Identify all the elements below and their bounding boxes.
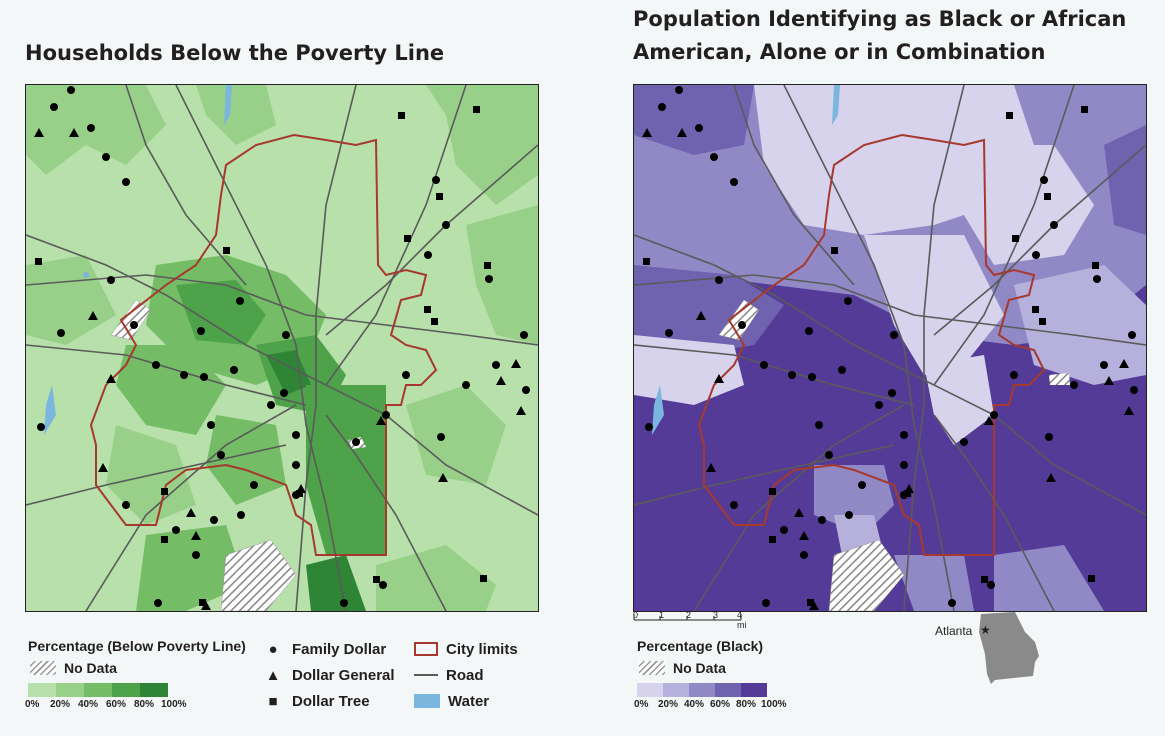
dollar-general-key: ▲ Dollar General <box>266 662 395 688</box>
black-tick-60: 60% <box>710 699 731 710</box>
dollar-tree-label: Dollar Tree <box>292 692 370 710</box>
poverty-swatch-3 <box>84 683 112 697</box>
poverty-legend-heading: Percentage (Below Poverty Line) <box>28 638 246 654</box>
black-swatch-3 <box>689 683 715 697</box>
water-key: Water <box>414 688 518 714</box>
black-population-map[interactable] <box>633 84 1147 612</box>
black-population-no-data-key: No Data <box>639 660 837 676</box>
poverty-map[interactable] <box>25 84 539 612</box>
black-swatch-4 <box>715 683 741 697</box>
black-population-ramp-ticks: 0% 20% 40% 60% 80% 100% <box>634 699 837 711</box>
poverty-no-data-label: No Data <box>64 660 117 676</box>
poverty-legend: Percentage (Below Poverty Line) No Data … <box>25 638 268 711</box>
poverty-store-symbols <box>34 86 530 610</box>
black-swatch-2 <box>663 683 689 697</box>
black-tick-100: 100% <box>761 699 787 710</box>
poverty-tick-100: 100% <box>161 699 187 710</box>
atlanta-label: Atlanta <box>935 624 973 638</box>
georgia-locator: Atlanta ★ <box>935 612 1045 692</box>
poverty-tick-40: 40% <box>78 699 99 710</box>
poverty-water <box>44 85 232 435</box>
black-population-legend: Percentage (Black) No Data 0% 20% 40% 60… <box>634 638 837 711</box>
circle-icon: ● <box>268 640 278 658</box>
poverty-swatch-4 <box>112 683 140 697</box>
black-population-city-limits <box>697 133 1046 556</box>
poverty-color-ramp <box>28 683 268 697</box>
store-symbol-legend: ● Family Dollar ▲ Dollar General ■ Dolla… <box>266 636 395 714</box>
black-population-map-canvas <box>634 85 1146 611</box>
black-population-roads <box>634 85 1146 611</box>
poverty-swatch-2 <box>56 683 84 697</box>
poverty-choropleth <box>26 85 538 611</box>
black-swatch-1 <box>637 683 663 697</box>
black-swatch-5 <box>741 683 767 697</box>
poverty-swatch-5 <box>140 683 168 697</box>
poverty-tick-60: 60% <box>106 699 127 710</box>
scale-label-0: 0 <box>633 610 639 620</box>
poverty-roads <box>26 85 538 611</box>
black-population-color-ramp <box>637 683 837 697</box>
road-key: Road <box>414 662 518 688</box>
poverty-no-data-key: No Data <box>30 660 268 676</box>
poverty-map-canvas <box>26 85 538 611</box>
black-population-no-data-areas <box>718 299 1070 611</box>
road-label: Road <box>446 666 484 684</box>
poverty-ramp-ticks: 0% 20% 40% 60% 80% 100% <box>25 699 268 711</box>
left-map-title: Households Below the Poverty Line <box>25 41 445 65</box>
city-limits-label: City limits <box>446 640 518 658</box>
poverty-tick-20: 20% <box>50 699 71 710</box>
road-line-icon <box>414 674 438 676</box>
water-swatch-icon <box>414 694 440 708</box>
dollar-general-label: Dollar General <box>292 666 395 684</box>
scale-label-3: 3 <box>713 610 719 620</box>
black-population-choropleth <box>634 85 1146 611</box>
scale-bar-line <box>633 614 742 621</box>
scale-bar: 0 1 2 3 4 mi <box>633 610 753 630</box>
scale-label-2: 2 <box>686 610 692 620</box>
black-population-legend-heading: Percentage (Black) <box>637 638 764 654</box>
city-limits-key: City limits <box>414 636 518 662</box>
hatch-swatch-icon <box>639 661 665 675</box>
black-tick-0: 0% <box>634 699 649 710</box>
georgia-state-shape <box>979 612 1039 684</box>
scale-label-4: 4 mi <box>737 610 747 630</box>
family-dollar-key: ● Family Dollar <box>266 636 395 662</box>
right-map-title-line2: American, Alone or in Combination <box>633 40 1046 64</box>
right-map-title: Population Identifying as Black or Afric… <box>633 3 1126 69</box>
black-population-store-symbols <box>642 86 1138 610</box>
poverty-city-limits <box>89 133 438 556</box>
black-tick-80: 80% <box>736 699 757 710</box>
hatch-swatch-icon <box>30 661 56 675</box>
black-tick-40: 40% <box>684 699 705 710</box>
black-tick-20: 20% <box>658 699 679 710</box>
triangle-icon: ▲ <box>265 666 281 684</box>
dollar-tree-key: ■ Dollar Tree <box>266 688 395 714</box>
black-population-water <box>652 85 840 435</box>
poverty-tick-80: 80% <box>134 699 155 710</box>
right-map-title-line1: Population Identifying as Black or Afric… <box>633 7 1127 31</box>
atlanta-star-icon: ★ <box>980 623 991 637</box>
scale-label-1: 1 <box>659 610 665 620</box>
family-dollar-label: Family Dollar <box>292 640 387 658</box>
poverty-swatch-1 <box>28 683 56 697</box>
poverty-tick-0: 0% <box>25 699 40 710</box>
square-icon: ■ <box>268 692 278 710</box>
water-label: Water <box>448 692 490 710</box>
poverty-no-data-areas <box>110 299 366 611</box>
city-limits-swatch-icon <box>414 642 438 656</box>
black-population-no-data-label: No Data <box>673 660 726 676</box>
layer-legend: City limits Road Water <box>414 636 518 714</box>
